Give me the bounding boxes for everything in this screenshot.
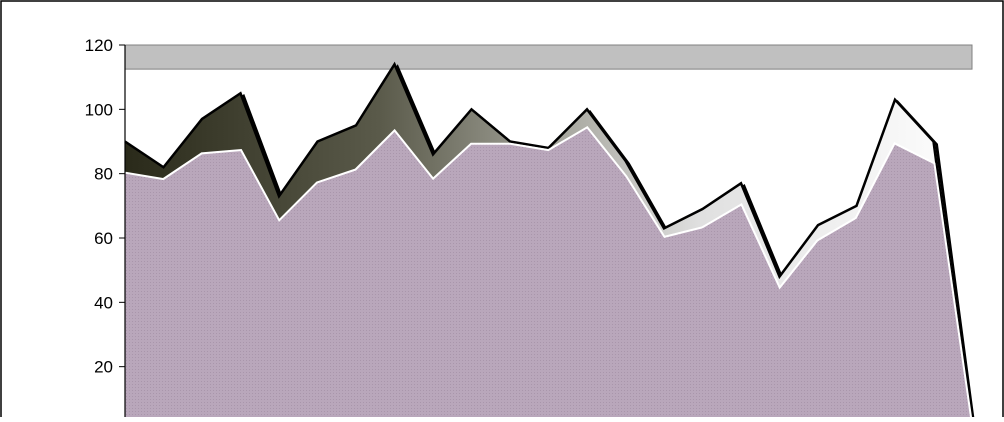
y-axis: 20 40 60 80 100 120 (85, 36, 126, 422)
series-1-area (125, 128, 971, 422)
y-tick-label: 100 (85, 100, 113, 119)
y-tick-label: 60 (94, 229, 113, 248)
y-tick-label: 20 (94, 358, 113, 377)
plot-top-band (124, 44, 973, 70)
y-tick-label: 40 (94, 293, 113, 312)
y-tick-label: 80 (94, 165, 113, 184)
area-series-group (124, 61, 975, 422)
y-tick-label: 120 (85, 36, 113, 55)
series-2-line (124, 61, 973, 422)
